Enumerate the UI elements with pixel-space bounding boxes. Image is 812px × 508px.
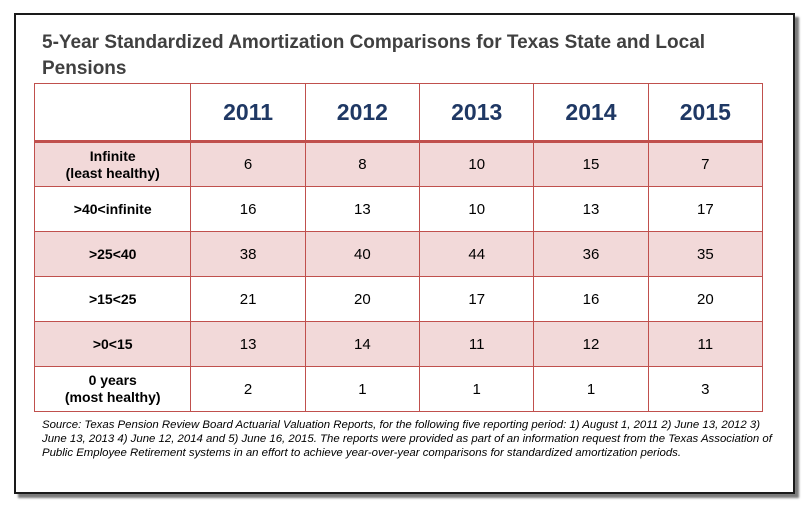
- table-cell: 17: [647, 186, 764, 232]
- table-cell: 20: [304, 276, 421, 322]
- column-header: 2013: [419, 83, 535, 143]
- table-cell: 7: [647, 141, 764, 187]
- row-label: >25<40: [33, 231, 192, 277]
- table-cell: 15: [533, 141, 649, 187]
- table-row: >40<infinite 16 13 10 13 17: [33, 186, 764, 232]
- column-header: 2014: [533, 83, 649, 143]
- chart-title: 5-Year Standardized Amortization Compari…: [42, 32, 706, 79]
- table-cell: 36: [533, 231, 649, 277]
- column-header: 2015: [647, 83, 764, 143]
- row-label: >0<15: [33, 321, 192, 367]
- table-cell: 21: [190, 276, 306, 322]
- column-header: 2012: [304, 83, 421, 143]
- table-cell: 13: [304, 186, 421, 232]
- chart-frame: 5-Year Standardized Amortization Compari…: [14, 13, 795, 494]
- table-cell: 6: [190, 141, 306, 187]
- table-cell: 1: [304, 366, 421, 412]
- table-row: >0<15 13 14 11 12 11: [33, 321, 764, 367]
- table-cell: 2: [190, 366, 306, 412]
- table-cell: 11: [419, 321, 535, 367]
- row-label: 0 years (most healthy): [33, 366, 192, 412]
- table-cell: 14: [304, 321, 421, 367]
- table-cell: 10: [419, 186, 535, 232]
- table-cell: 44: [419, 231, 535, 277]
- table-cell: 11: [647, 321, 764, 367]
- table-cell: 16: [190, 186, 306, 232]
- header-row: 2011 2012 2013 2014 2015: [33, 83, 764, 143]
- table-cell: 20: [647, 276, 764, 322]
- table-row: 0 years (most healthy) 2 1 1 1 3: [33, 366, 764, 412]
- table-cell: 35: [647, 231, 764, 277]
- table-cell: 1: [419, 366, 535, 412]
- table-cell: 13: [190, 321, 306, 367]
- amortization-table: 2011 2012 2013 2014 2015 Infinite (least…: [33, 83, 764, 412]
- table-row: >15<25 21 20 17 16 20: [33, 276, 764, 322]
- row-label: Infinite (least healthy): [33, 141, 192, 187]
- table-row: Infinite (least healthy) 6 8 10 15 7: [33, 141, 764, 187]
- header-corner: [33, 83, 192, 143]
- table-cell: 12: [533, 321, 649, 367]
- table-cell: 8: [304, 141, 421, 187]
- row-label: >15<25: [33, 276, 192, 322]
- table-cell: 10: [419, 141, 535, 187]
- table-cell: 3: [647, 366, 764, 412]
- table-cell: 16: [533, 276, 649, 322]
- table-cell: 1: [533, 366, 649, 412]
- table-cell: 38: [190, 231, 306, 277]
- table-cell: 13: [533, 186, 649, 232]
- table-cell: 17: [419, 276, 535, 322]
- table-row: >25<40 38 40 44 36 35: [33, 231, 764, 277]
- source-note: Source: Texas Pension Review Board Actua…: [42, 419, 772, 459]
- row-label: >40<infinite: [33, 186, 192, 232]
- column-header: 2011: [190, 83, 306, 143]
- table-cell: 40: [304, 231, 421, 277]
